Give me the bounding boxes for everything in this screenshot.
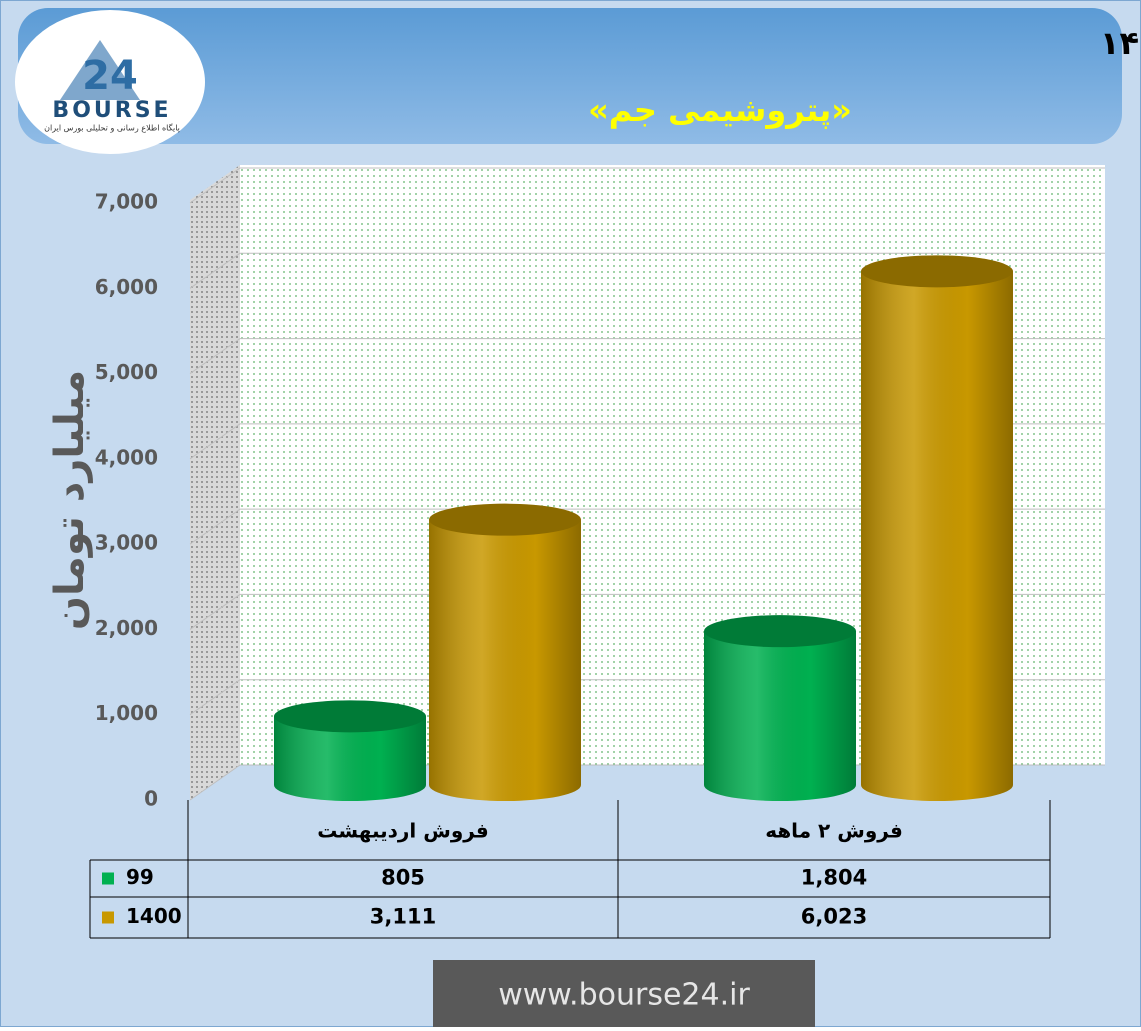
grid-line: [189, 167, 1105, 204]
grid-line: [189, 423, 1105, 460]
y-tick-label: 0: [144, 787, 158, 811]
cylinder-top-shade: [704, 615, 856, 648]
value-label: 6,023: [801, 905, 867, 929]
cylinder-top-shade: [274, 700, 426, 733]
cylinder-shade: [429, 519, 581, 801]
value-label: 3,111: [370, 905, 436, 929]
cylinder-shade: [274, 716, 426, 801]
x-tick-label: فروش ۲ ماهه: [765, 819, 903, 843]
logo: 24 BOURSE پایگاه اطلاع رسانی و تحلیلی بو…: [15, 10, 205, 154]
cylinder-top-shade: [861, 255, 1013, 288]
grid-line: [189, 593, 1105, 630]
y-tick-label: 1,000: [95, 701, 158, 725]
cylinder-top: [429, 503, 581, 536]
logo-number: 24: [82, 53, 138, 99]
chart-subtitle: «پتروشیمی جم»: [588, 91, 852, 129]
y-tick-label: 2,000: [95, 616, 158, 640]
legend-swatch: [102, 872, 114, 885]
legend-label: 99: [126, 865, 154, 889]
grid-line: [189, 508, 1105, 545]
cylinder-shade: [704, 631, 856, 801]
chart-title: گزارش فروش ریالی ماهانه و ۲ ماهه منتهی ب…: [1100, 24, 1141, 62]
y-tick-label: 6,000: [95, 275, 158, 299]
value-label: 805: [381, 866, 425, 890]
y-tick-label: 3,000: [95, 531, 158, 555]
cylinder-top: [274, 700, 426, 733]
cylinder-shade: [861, 271, 1013, 801]
side-wall: [190, 165, 240, 800]
grid-line: [189, 338, 1105, 374]
logo-shape: [60, 40, 140, 100]
cylinder-top: [704, 615, 856, 648]
y-tick-label: 4,000: [95, 445, 158, 469]
y-axis-label: میلیارد تومان: [47, 370, 93, 630]
logo-tagline: پایگاه اطلاع رسانی و تحلیلی بورس ایران: [44, 123, 180, 133]
footer-bg: [433, 960, 815, 1027]
data-table: فروش اردیبهشت فروش ۲ ماهه 99 805 1,804 1400 3,…: [89, 800, 1051, 939]
cylinder-top-shade: [429, 503, 581, 536]
legend-swatch: [102, 911, 114, 924]
value-label: 1,804: [801, 866, 867, 890]
y-tick-label: 7,000: [95, 190, 158, 214]
y-tick-label: 5,000: [95, 360, 158, 384]
legend-label: 1400: [126, 904, 182, 928]
cylinder-top: [861, 255, 1013, 288]
logo-text: BOURSE: [52, 98, 171, 123]
grid-line: [189, 252, 1105, 289]
banner: [18, 8, 1122, 144]
x-tick-label: فروش اردیبهشت: [317, 819, 489, 843]
footer: www.bourse24.ir: [498, 978, 750, 1013]
